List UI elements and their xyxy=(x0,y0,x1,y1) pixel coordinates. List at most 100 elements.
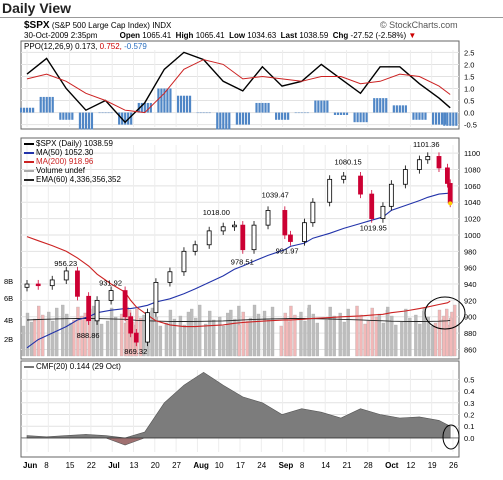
ppo-histogram-bar xyxy=(32,107,35,113)
candle-body xyxy=(425,156,431,161)
candle-body xyxy=(341,175,347,180)
ppo-histogram-bar xyxy=(222,112,225,130)
volume-bar xyxy=(433,322,438,357)
x-tick-label: 15 xyxy=(66,461,75,470)
ppo-histogram-bar xyxy=(440,112,444,125)
candle-body xyxy=(436,156,442,169)
volume-bar xyxy=(285,318,289,357)
ppo-histogram-bar xyxy=(415,112,418,120)
volume-bar xyxy=(445,308,449,357)
candle-body xyxy=(310,201,316,224)
volume-bar xyxy=(29,321,34,357)
volume-bar xyxy=(208,310,212,357)
ppo-histogram-bar xyxy=(176,95,180,113)
ppo-histogram-bar xyxy=(244,112,248,125)
ppo-histogram-bar xyxy=(39,96,42,113)
x-tick-label: 24 xyxy=(257,461,266,470)
candle-body xyxy=(302,222,307,242)
ppo-histogram-bar xyxy=(365,112,368,123)
symbol-label: $SPX xyxy=(24,20,50,31)
volume-bar xyxy=(37,305,41,357)
ppo-value: 0.173, xyxy=(75,42,98,51)
ppo-histogram-bar xyxy=(146,102,149,113)
volume-bar xyxy=(233,318,237,357)
ppo-histogram-bar xyxy=(345,112,349,115)
volume-bar xyxy=(109,307,114,357)
volume-bar xyxy=(154,316,159,357)
ppo-histogram-bar xyxy=(179,95,183,113)
candle-body xyxy=(288,234,293,242)
ppo-histogram-bar xyxy=(261,102,264,113)
volume-bar xyxy=(245,320,249,357)
candle-body xyxy=(192,244,198,252)
ppo-histogram-bar xyxy=(353,112,356,123)
volume-bar xyxy=(182,324,187,357)
volume-bar xyxy=(262,310,267,357)
ppo-series-line xyxy=(26,51,451,124)
low-label: Low xyxy=(229,31,246,40)
price-legend: $SPX (Daily) 1038.59 MA(50) 1052.30 MA(2… xyxy=(24,139,121,184)
price-legend-ma200: MA(200) 918.96 xyxy=(36,157,94,166)
volume-bar xyxy=(252,304,257,357)
candle-body xyxy=(447,183,453,204)
price-legend-volume: Volume undef xyxy=(36,166,85,175)
volume-bar xyxy=(332,315,336,357)
ppo-histogram-bar xyxy=(235,112,239,125)
ppo-histogram-bar xyxy=(219,112,222,130)
low-value: 1034.63 xyxy=(247,31,277,40)
price-tick-label: 1100 xyxy=(464,149,480,158)
ppo-histogram-bar xyxy=(65,112,68,120)
cmf-tick-label: 0.2 xyxy=(464,411,474,420)
candle-body xyxy=(49,279,55,287)
x-tick-label: Oct xyxy=(385,461,399,470)
volume-bar xyxy=(303,320,307,357)
ppo-hist-value: -0.579 xyxy=(124,42,147,51)
volume-bar xyxy=(241,311,245,357)
ppo-histogram-bar xyxy=(238,112,242,125)
x-tick-label: 8 xyxy=(44,461,49,470)
ppo-tick-label: 0.0 xyxy=(464,109,474,118)
x-tick-label: 12 xyxy=(406,461,415,470)
volume-bar xyxy=(248,317,253,357)
volume-bar xyxy=(139,317,143,357)
volume-bar xyxy=(374,316,378,357)
last-value: 1038.59 xyxy=(299,31,329,40)
price-annotation: 1019.95 xyxy=(360,224,387,233)
volume-bar xyxy=(426,316,430,357)
x-tick-label: 27 xyxy=(172,461,181,470)
ppo-tick-label: 2.0 xyxy=(464,60,474,69)
ppo-histogram-bar xyxy=(29,107,32,113)
candle-body xyxy=(251,224,257,251)
ppo-histogram-bar xyxy=(107,112,110,114)
price-annotation: 991.97 xyxy=(276,247,299,256)
ppo-histogram-bar xyxy=(202,112,205,114)
ppo-histogram-bar xyxy=(104,112,107,114)
ppo-histogram-bar xyxy=(264,102,267,113)
volume-bar xyxy=(270,306,275,357)
ppo-histogram-bar xyxy=(247,112,251,125)
x-tick-label: 26 xyxy=(449,461,458,470)
ppo-histogram-bar xyxy=(449,112,452,126)
chg-value: -27.52 (-2.58%) xyxy=(350,31,407,40)
candle-body xyxy=(220,226,226,232)
ppo-histogram-bar xyxy=(303,112,306,114)
ppo-histogram-bar xyxy=(281,112,284,120)
volume-bar xyxy=(437,309,442,357)
volume-bar xyxy=(363,323,367,357)
ppo-histogram-bar xyxy=(362,112,365,123)
ppo-histogram-bar xyxy=(320,100,323,113)
price-tick-label: 1080 xyxy=(464,166,481,175)
ppo-histogram-bar xyxy=(326,100,329,113)
ppo-histogram-bar xyxy=(160,88,163,113)
volume-bar xyxy=(105,320,110,357)
ppo-histogram-bar xyxy=(418,112,421,120)
ppo-histogram-bar xyxy=(149,102,152,113)
ppo-histogram-bar xyxy=(443,112,446,126)
volume-bar xyxy=(229,309,233,357)
ppo-histogram-bar xyxy=(101,112,104,114)
price-annotation: 1039.47 xyxy=(262,191,289,200)
ppo-histogram-bar xyxy=(412,112,415,120)
ppo-histogram-bar xyxy=(424,112,427,120)
volume-bar xyxy=(135,308,139,357)
ppo-tick-label: -0.5 xyxy=(464,121,477,130)
